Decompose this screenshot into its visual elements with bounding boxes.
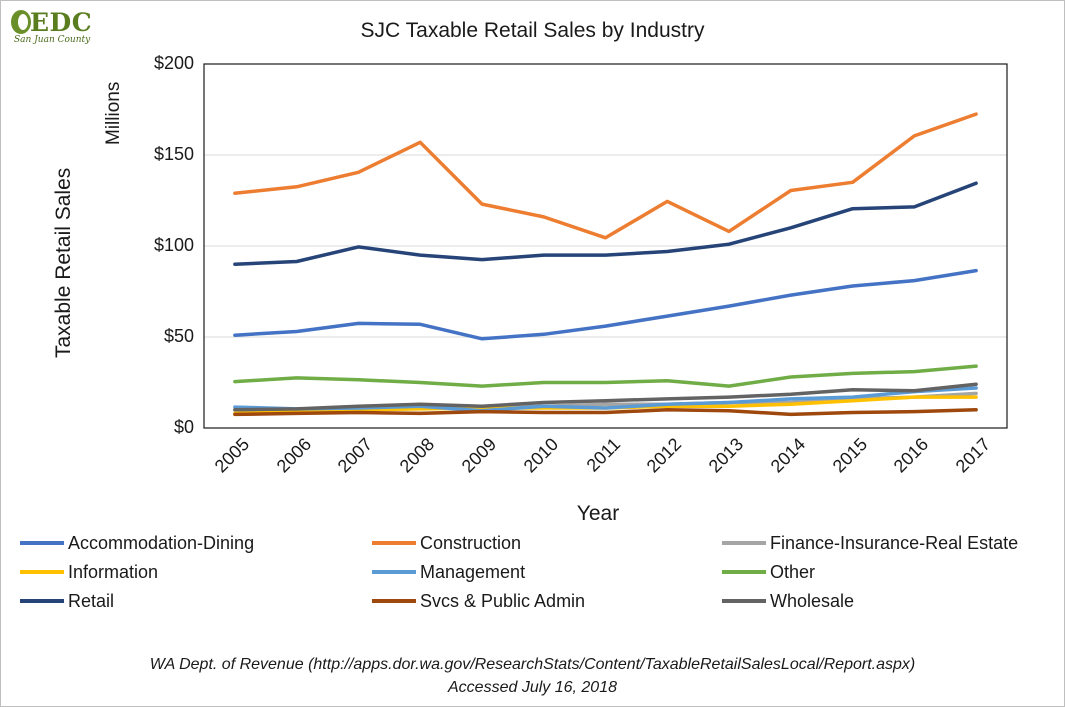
series-line-svcs-public-admin: [233, 408, 978, 417]
legend-label: Svcs & Public Admin: [420, 590, 586, 611]
legend-item: Management: [372, 561, 525, 583]
series-line-retail: [233, 181, 978, 266]
series-line-wholesale: [233, 382, 978, 412]
legend-label: Wholesale: [770, 590, 855, 611]
legend-label: Other: [770, 561, 816, 582]
legend-swatch: [20, 599, 64, 603]
y-tick-label: $200: [153, 53, 194, 73]
legend-label: Finance-Insurance-Real Estate: [770, 532, 1019, 553]
chart-title: SJC Taxable Retail Sales by Industry: [360, 19, 705, 42]
y-tick-label: $150: [153, 144, 194, 164]
legend-label: Construction: [420, 532, 522, 553]
series-line-accommodation-dining: [233, 268, 978, 341]
legend-swatch: [372, 541, 416, 545]
y-tick-label: $0: [173, 417, 194, 437]
legend-swatch: [722, 599, 766, 603]
legend-item: Finance-Insurance-Real Estate: [722, 532, 1018, 554]
x-axis-label: Year: [576, 502, 620, 525]
legend-item: Other: [722, 561, 815, 583]
legend-swatch: [20, 570, 64, 574]
legend-swatch: [722, 570, 766, 574]
legend-label: Information: [68, 561, 159, 582]
logo-text: EDC: [30, 8, 93, 37]
edc-logo: EDC San Juan County: [8, 6, 108, 46]
legend-item: Svcs & Public Admin: [372, 590, 585, 612]
legend-item: Accommodation-Dining: [20, 532, 254, 554]
legend-swatch: [372, 570, 416, 574]
series-line-other: [233, 364, 978, 388]
series-line-management: [233, 386, 978, 413]
legend-item: Wholesale: [722, 590, 854, 612]
legend-item: Information: [20, 561, 158, 583]
legend-label: Retail: [68, 590, 115, 611]
leaf-icon: [11, 10, 31, 34]
logo-subtitle: San Juan County: [14, 35, 91, 45]
series-line-construction: [233, 112, 978, 240]
y-tick-label: $50: [163, 326, 194, 346]
plot-area-border: [203, 63, 1008, 429]
legend-item: Construction: [372, 532, 521, 554]
legend-swatch: [722, 541, 766, 545]
legend-item: Retail: [20, 590, 114, 612]
source-citation: WA Dept. of Revenue (http://apps.dor.wa.…: [149, 656, 916, 673]
y-tick-label: $100: [153, 235, 194, 255]
access-date: Accessed July 16, 2018: [448, 679, 617, 696]
legend-swatch: [372, 599, 416, 603]
legend-label: Accommodation-Dining: [68, 532, 255, 553]
legend-label: Management: [420, 561, 526, 582]
legend-swatch: [20, 541, 64, 545]
